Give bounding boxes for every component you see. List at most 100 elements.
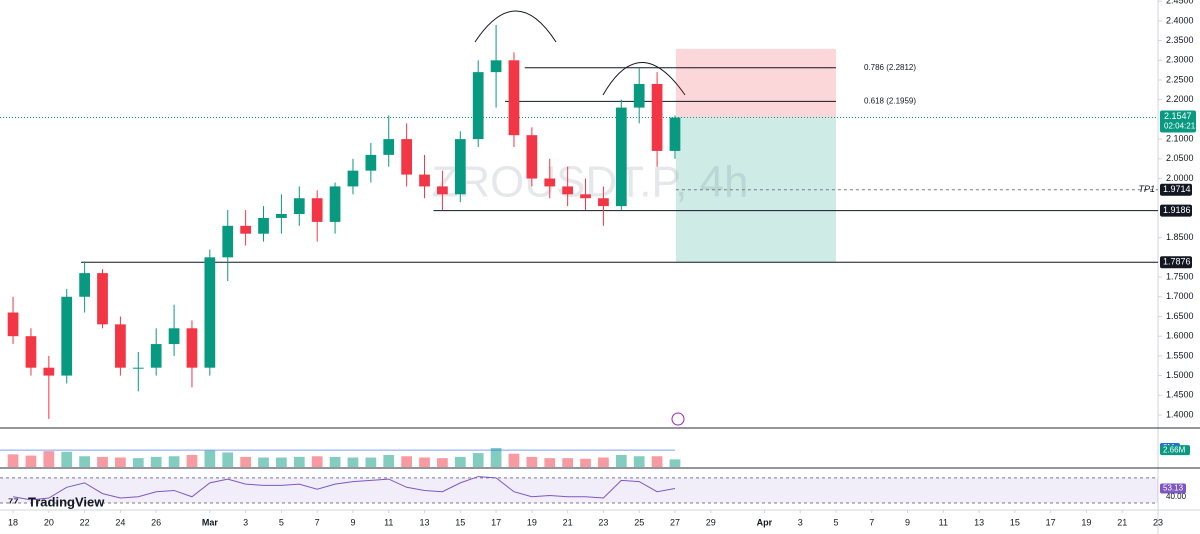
x-tick-label: 19 bbox=[527, 517, 537, 527]
candle-body bbox=[669, 117, 681, 151]
volume-bar bbox=[61, 451, 73, 467]
x-tick-label: 19 bbox=[1081, 517, 1091, 527]
x-tick-label: 20 bbox=[44, 517, 54, 527]
candle-body bbox=[472, 72, 484, 140]
x-tick-label: 5 bbox=[279, 517, 284, 527]
level-tag bbox=[1160, 256, 1192, 269]
target-tag bbox=[1160, 183, 1192, 196]
candle-body bbox=[580, 194, 591, 199]
pattern-arc bbox=[474, 10, 557, 43]
volume-bar bbox=[204, 450, 216, 467]
candle-body bbox=[43, 367, 55, 376]
candle-body bbox=[222, 225, 234, 258]
current-price-label: 2.1547 bbox=[1164, 111, 1192, 121]
volume-bar bbox=[311, 456, 323, 467]
rsi-tick-label: 40.00 bbox=[1166, 492, 1187, 501]
y-tick-label: 2.0500 bbox=[1166, 153, 1194, 163]
target-tag-label: 1.9714 bbox=[1163, 184, 1191, 194]
x-tick-label: 11 bbox=[384, 517, 393, 527]
candle-body bbox=[437, 186, 448, 195]
volume-bar bbox=[580, 458, 591, 467]
volume-bar bbox=[437, 458, 448, 467]
y-tick-label: 2.2000 bbox=[1166, 94, 1194, 104]
rsi-value-tag bbox=[1160, 483, 1186, 494]
rsi-line bbox=[12, 476, 676, 501]
volume-bar bbox=[544, 458, 556, 467]
fib-label: 0.786 (2.2812) bbox=[864, 63, 916, 72]
volume-bar bbox=[383, 454, 395, 467]
candle-body bbox=[651, 83, 663, 151]
candle-body bbox=[633, 83, 645, 108]
volume-bar bbox=[168, 456, 180, 467]
candle-body bbox=[132, 367, 144, 369]
volume-bar bbox=[598, 457, 609, 467]
candle-body bbox=[454, 139, 466, 195]
candle-body bbox=[97, 273, 108, 325]
y-tick-label: 2.3000 bbox=[1166, 55, 1194, 65]
candle-body bbox=[401, 139, 412, 175]
volume-bar bbox=[150, 456, 162, 467]
rsi-value-label: 53.13 bbox=[1163, 484, 1184, 493]
candle-body bbox=[293, 198, 305, 214]
x-tick-label: 17 bbox=[1046, 517, 1056, 527]
candle-body bbox=[508, 60, 520, 136]
x-tick-label: 26 bbox=[151, 517, 161, 527]
y-tick-label: 1.6000 bbox=[1166, 331, 1194, 341]
volume-bar bbox=[651, 456, 663, 467]
volume-bar bbox=[508, 453, 520, 467]
volume-bar bbox=[365, 457, 377, 467]
x-tick-label: 24 bbox=[115, 517, 125, 527]
volume-bar bbox=[669, 459, 681, 467]
watermark: ZROUSDT.P, 4h bbox=[431, 158, 748, 207]
candle-body bbox=[79, 273, 90, 297]
x-tick-label: 23 bbox=[598, 517, 608, 527]
fib-label: 0.618 (2.1959) bbox=[864, 96, 916, 105]
candle-body bbox=[168, 328, 180, 345]
y-tick-label: 1.7500 bbox=[1166, 271, 1194, 281]
candle-body bbox=[7, 312, 19, 337]
volume-bar bbox=[240, 456, 251, 467]
x-tick-label: 7 bbox=[315, 517, 320, 527]
y-tick-label: 2.2500 bbox=[1166, 74, 1194, 84]
x-tick-label: 3 bbox=[798, 517, 803, 527]
volume-bar bbox=[132, 458, 144, 467]
x-tick-label: 9 bbox=[350, 517, 355, 527]
x-tick-label: 3 bbox=[243, 517, 248, 527]
y-tick-label: 1.4500 bbox=[1166, 390, 1194, 400]
candle-body bbox=[526, 135, 538, 179]
pattern-arc bbox=[602, 62, 686, 96]
volume-bar bbox=[97, 456, 108, 467]
volume-bar bbox=[276, 457, 287, 467]
y-tick-label: 2.4500 bbox=[1166, 0, 1194, 6]
level-tag-label: 1.7876 bbox=[1163, 257, 1191, 267]
candle-body bbox=[311, 198, 323, 222]
x-tick-label: 11 bbox=[939, 517, 948, 527]
x-tick-label: 5 bbox=[833, 517, 838, 527]
volume-bar bbox=[562, 458, 574, 467]
y-tick-label: 2.4000 bbox=[1166, 15, 1194, 25]
volume-bar bbox=[43, 451, 55, 467]
candle-body bbox=[383, 139, 395, 155]
x-tick-label: Mar bbox=[202, 517, 219, 527]
candle-body bbox=[365, 154, 377, 171]
x-tick-label: 27 bbox=[670, 517, 680, 527]
x-tick-label: 9 bbox=[905, 517, 910, 527]
candle-body bbox=[544, 178, 556, 187]
candle-body bbox=[150, 344, 162, 368]
y-tick-label: 1.6500 bbox=[1166, 311, 1194, 321]
volume-bar bbox=[401, 456, 412, 467]
event-icon[interactable] bbox=[671, 412, 685, 426]
volume-bar bbox=[79, 456, 90, 467]
candle-body bbox=[204, 257, 216, 368]
candle-body bbox=[598, 198, 609, 207]
candle-body bbox=[347, 170, 359, 187]
candle-body bbox=[419, 174, 430, 187]
level-tag bbox=[1160, 204, 1192, 217]
rsi-band bbox=[0, 477, 1158, 504]
volume-bar bbox=[454, 456, 466, 467]
candle-body bbox=[25, 336, 37, 368]
x-tick-label: 21 bbox=[1117, 517, 1127, 527]
